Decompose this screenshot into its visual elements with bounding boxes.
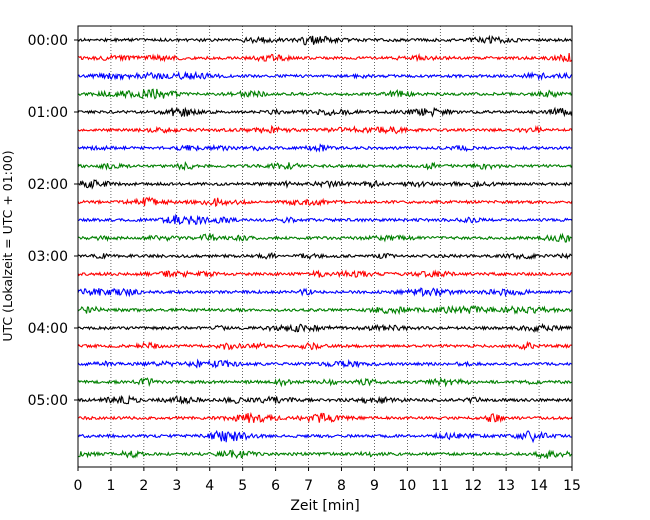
y-tick-label: 00:00	[28, 33, 68, 49]
x-tick-label: 12	[464, 478, 482, 494]
x-tick-label: 5	[238, 478, 247, 494]
x-axis-label: Zeit [min]	[290, 498, 359, 514]
plot-frame	[77, 25, 573, 468]
trace-0300	[77, 252, 573, 261]
trace-0200	[77, 179, 573, 190]
x-tick-label: 7	[304, 478, 313, 494]
y-tick-label: 05:00	[28, 393, 68, 409]
trace-0445	[77, 377, 573, 388]
trace-0515	[77, 411, 573, 424]
x-tick-label: 10	[398, 478, 416, 494]
x-tick-label: 15	[563, 478, 581, 494]
y-tick-label: 03:00	[28, 249, 68, 265]
y-tick-label: 01:00	[28, 105, 68, 121]
trace-0230	[77, 213, 573, 226]
x-tick-label: 3	[172, 478, 181, 494]
trace-0000	[77, 34, 573, 46]
trace-0100	[77, 106, 573, 118]
trace-0245	[77, 232, 573, 243]
y-tick-label: 02:00	[28, 177, 68, 193]
trace-0530	[77, 429, 573, 444]
x-tick-label: 13	[497, 478, 515, 494]
trace-0045	[77, 88, 573, 100]
x-tick-label: 4	[205, 478, 214, 494]
trace-0415	[77, 340, 573, 351]
y-axis-label: UTC (Lokalzeit = UTC + 01:00)	[0, 150, 15, 341]
x-tick-label: 6	[271, 478, 280, 494]
trace-0145	[77, 161, 573, 172]
trace-0315	[77, 269, 573, 279]
trace-0115	[77, 124, 573, 135]
trace-0430	[77, 358, 573, 369]
x-tick-label: 11	[431, 478, 449, 494]
y-ticks: 00:00 01:00 02:00 03:00 04:00 05:00	[28, 33, 78, 409]
x-tick-label: 14	[530, 478, 548, 494]
x-tick-label: 0	[74, 478, 83, 494]
trace-0500	[77, 394, 573, 405]
x-tick-label: 1	[106, 478, 115, 494]
trace-0215	[77, 196, 573, 208]
x-ticks: 0 1 2 3 4 5 6 7 8 9 10 11 12 13 14 15	[74, 467, 581, 494]
x-tick-label: 9	[370, 478, 379, 494]
trace-0545	[77, 448, 573, 460]
trace-0030	[77, 70, 573, 81]
trace-0130	[77, 143, 573, 153]
trace-0330	[77, 287, 573, 298]
x-tick-label: 8	[337, 478, 346, 494]
trace-0400	[77, 322, 573, 333]
trace-0345	[77, 304, 573, 316]
traces	[77, 34, 573, 460]
trace-0015	[77, 52, 573, 63]
x-tick-label: 2	[139, 478, 148, 494]
y-tick-label: 04:00	[28, 321, 68, 337]
